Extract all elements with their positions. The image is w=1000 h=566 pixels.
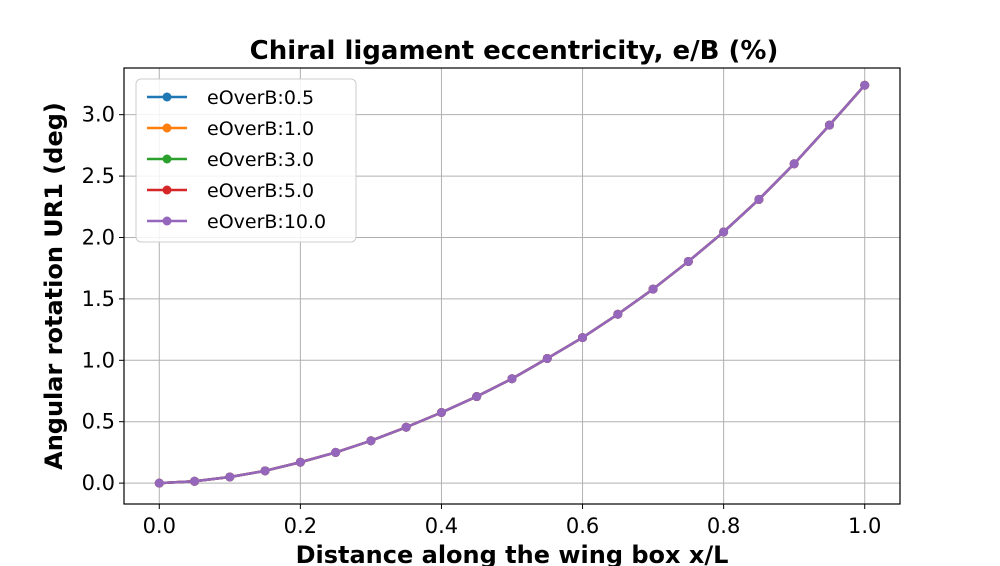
data-point [225, 472, 235, 482]
legend-item: eOverB:1.0 [147, 118, 314, 140]
legend-marker [162, 123, 172, 133]
legend-marker [162, 92, 172, 102]
data-point [331, 447, 341, 457]
x-axis-label: Distance along the wing box x/L [296, 541, 729, 566]
x-tick-label: 0.8 [707, 514, 740, 538]
legend-box [135, 78, 357, 243]
data-point [436, 408, 446, 417]
data-point [719, 227, 729, 237]
legend-label: eOverB:3.0 [207, 149, 314, 171]
data-point [507, 374, 517, 384]
data-point [401, 422, 411, 432]
y-tick-label: 2.5 [82, 164, 115, 188]
x-tick-label: 0.6 [566, 514, 599, 538]
y-tick-label: 3.0 [82, 103, 115, 127]
legend-item: eOverB:0.5 [147, 87, 314, 109]
legend-marker [162, 154, 172, 164]
plot-frame [123, 67, 901, 505]
legend-label: eOverB:5.0 [207, 180, 314, 202]
y-tick-label: 1.5 [82, 287, 115, 311]
y-axis-ticks: 0.0 0.5 1.0 1.5 2.0 2.5 3.0 [82, 103, 124, 495]
data-point [578, 333, 588, 343]
data-point [683, 256, 693, 266]
legend-label: eOverB:0.5 [207, 87, 314, 109]
legend-item: eOverB:10.0 [147, 211, 326, 233]
legend-marker [162, 216, 172, 226]
x-axis-ticks: 0.0 0.2 0.4 0.6 0.8 1.0 [143, 504, 881, 538]
data-point [824, 120, 834, 130]
x-tick-label: 0.4 [425, 514, 458, 538]
x-tick-label: 0.2 [284, 514, 317, 538]
legend-item: eOverB:5.0 [147, 180, 314, 202]
chart-title-text: Chiral ligament eccentricity, e/B (%) [250, 36, 779, 66]
legend-label: eOverB:1.0 [207, 118, 314, 140]
data-point [648, 284, 658, 294]
data-point [295, 457, 305, 467]
legend: eOverB:0.5 eOverB:1.0 eOverB:3.0 eOverB:5.0… [135, 78, 357, 243]
series-layer [154, 80, 870, 488]
data-point [789, 159, 799, 169]
legend-item: eOverB:3.0 [147, 149, 314, 171]
y-tick-label: 0.5 [82, 410, 115, 434]
data-point [154, 478, 164, 488]
data-point [613, 309, 623, 319]
y-tick-label: 0.0 [82, 471, 115, 495]
x-tick-label: 0.0 [143, 514, 176, 538]
legend-marker [162, 185, 172, 195]
data-point [542, 353, 552, 363]
data-point [472, 392, 482, 402]
data-point [366, 436, 376, 446]
data-point [754, 194, 764, 204]
data-point [190, 476, 200, 486]
y-tick-label: 2.0 [82, 225, 115, 249]
data-point [860, 80, 870, 90]
data-point [260, 466, 270, 476]
y-axis-label: Angular rotation UR1 (deg) [40, 102, 68, 470]
y-tick-label: 1.0 [82, 348, 115, 372]
legend-label: eOverB:10.0 [207, 211, 326, 233]
series-4 [154, 80, 870, 488]
x-tick-label: 1.0 [848, 514, 881, 538]
chart-title: Chiral ligament eccentricity, e/B (%) [250, 36, 779, 66]
